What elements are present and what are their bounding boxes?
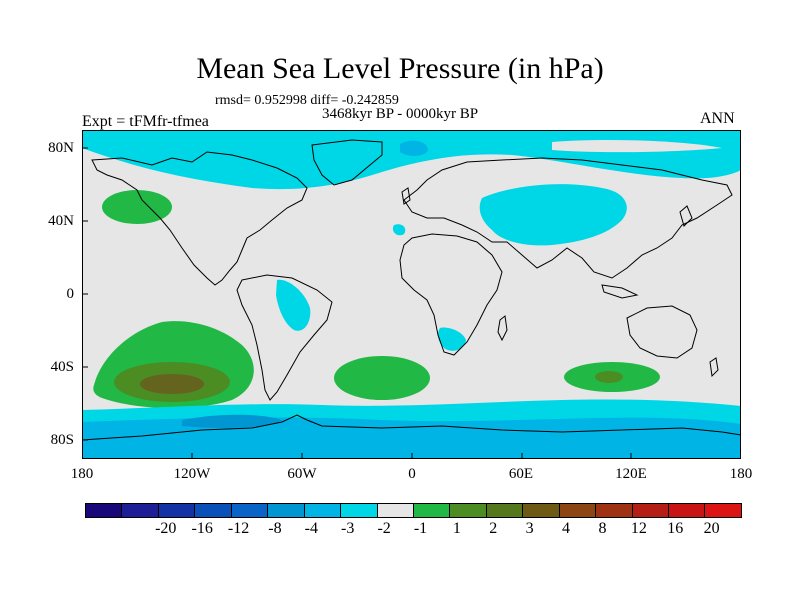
colorbar-box-5 [268, 504, 305, 517]
colorbar-box-3 [195, 504, 232, 517]
africa-negative [437, 327, 466, 351]
colorbar-label: 3 [525, 520, 534, 537]
colorbar-box-16 [669, 504, 706, 517]
lon-label-180e: 180 [729, 466, 753, 482]
colorbar-label: -4 [304, 520, 318, 537]
coast-australia [626, 305, 698, 359]
colorbar-box-1 [122, 504, 159, 517]
colorbar-label: -1 [413, 520, 428, 537]
coast-new-zealand [709, 357, 719, 378]
lat-label-0: 0 [66, 286, 75, 302]
south-atlantic-high [334, 356, 430, 400]
colorbar-box-0 [86, 504, 123, 517]
coast-north-america [91, 151, 308, 286]
colorbar-box-6 [304, 504, 342, 517]
colorbar-label: -8 [268, 520, 282, 537]
colorbar-box-11 [486, 504, 524, 517]
coast-south-america [236, 274, 333, 401]
colorbar-label: -12 [227, 520, 250, 537]
colorbar-label: 1 [452, 520, 461, 537]
antarctic-deeper-negative [182, 414, 282, 428]
colorbar-box-10 [450, 504, 487, 517]
colorbar-label: 4 [562, 520, 571, 537]
colorbar-box-13 [559, 504, 597, 517]
colorbar-label: 16 [667, 520, 684, 537]
colorbar-label: -20 [155, 520, 177, 537]
colorbar-label: 2 [489, 520, 498, 537]
south-pacific-high-core-inner [140, 374, 204, 394]
coast-africa [399, 233, 503, 356]
lon-label-60e: 60E [508, 466, 534, 482]
indian-ocean-high-core [595, 371, 623, 383]
map-title: Mean Sea Level Pressure (in hPa) [196, 52, 604, 85]
coast-japan [679, 205, 693, 227]
colorbar-box-9 [413, 504, 451, 517]
lon-label-0: 0 [408, 466, 416, 482]
coast-madagascar [497, 315, 508, 342]
colorbar-box-4 [231, 504, 269, 517]
lat-label-80s: 80S [50, 432, 74, 448]
colorbar-label: -2 [377, 520, 391, 537]
antarctic-negative [82, 417, 741, 459]
colorbar-label: 8 [598, 520, 607, 537]
greenland-small-low [400, 140, 428, 156]
lon-label-60w: 60W [287, 466, 317, 482]
coast-antarctica [82, 414, 741, 441]
experiment-label: Expt = tFMfr-tfmea [82, 113, 209, 130]
coast-greenland [311, 139, 383, 186]
lon-label-180w: 180 [70, 466, 94, 482]
stats-text: rmsd= 0.952998 diff= -0.242859 [215, 93, 399, 108]
coast-eurasia [403, 157, 733, 279]
season-label: ANN [700, 110, 735, 127]
lon-label-120w: 120W [173, 466, 211, 482]
arctic-zero-pocket [552, 140, 722, 153]
colorbar-box-17 [705, 504, 741, 517]
colorbar-label: 12 [630, 520, 647, 537]
coast-indonesia [601, 284, 639, 299]
lat-label-40s: 40S [50, 359, 74, 375]
tick-marks [82, 147, 632, 459]
lon-label-120e: 120E [615, 466, 647, 482]
lat-label-40n: 40N [48, 213, 74, 229]
lat-label-80n: 80N [48, 140, 74, 156]
coast-uk [401, 187, 411, 205]
asia-negative-region [479, 184, 627, 246]
colorbar-box-8 [377, 504, 414, 517]
pressure-anomaly-map [82, 130, 741, 459]
colorbar-box-7 [341, 504, 378, 517]
colorbar-label: 20 [703, 520, 720, 537]
colorbar-label: -3 [341, 520, 355, 537]
colorbar-box-2 [158, 504, 196, 517]
colorbar-box-12 [523, 504, 560, 517]
colorbar-label: -16 [191, 520, 213, 537]
colorbar-box-14 [596, 504, 633, 517]
iberia-negative [392, 224, 406, 236]
colorbar-box-15 [632, 504, 669, 517]
north-pacific-high [102, 190, 172, 224]
coastlines [82, 139, 741, 441]
period-text: 3468kyr BP - 0000kyr BP [322, 106, 479, 122]
colorbar [85, 503, 742, 518]
south-america-negative [276, 279, 311, 331]
